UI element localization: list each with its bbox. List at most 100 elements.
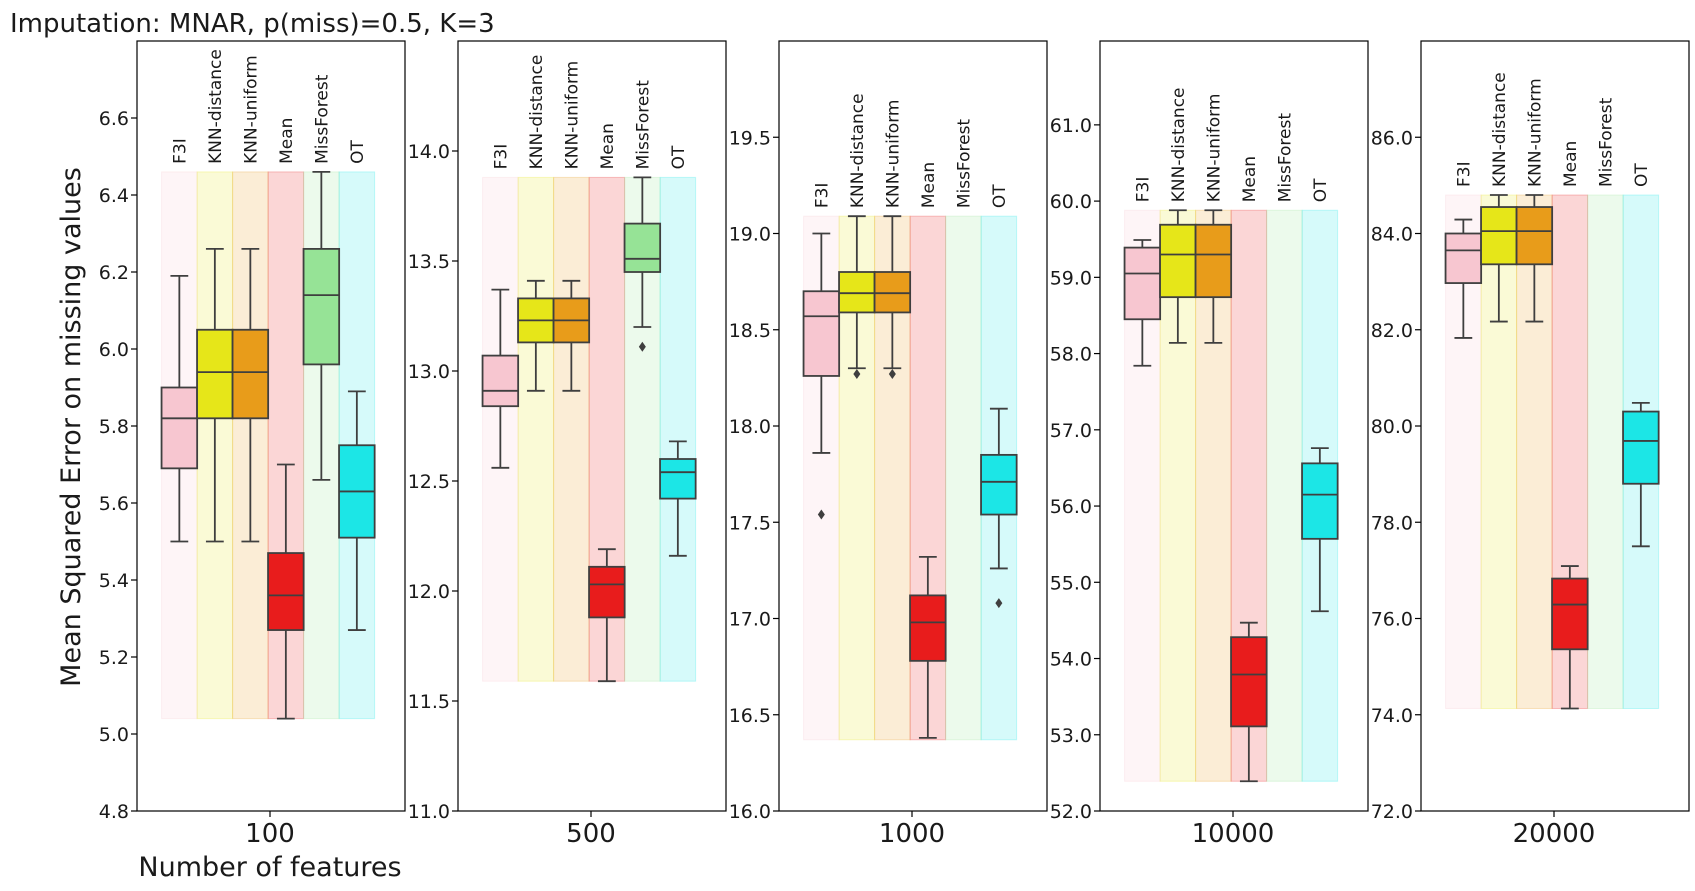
method-label-missforest: MissForest	[954, 119, 974, 209]
method-label-ot: OT	[669, 145, 689, 169]
method-label-knn-distance: KNN-distance	[1169, 87, 1189, 202]
y-tick-label: 6.0	[99, 339, 129, 361]
y-tick-label: 19.5	[729, 127, 771, 149]
box-f3i	[802, 232, 841, 520]
box-f3i	[160, 274, 199, 543]
y-tick-label: 13.0	[408, 361, 450, 383]
box-knn-distance	[1480, 194, 1518, 323]
method-label-f3i: F3I	[491, 144, 511, 170]
y-tick-label: 84.0	[1371, 224, 1413, 246]
box-body	[659, 458, 697, 500]
method-label-knn-uniform: KNN-uniform	[241, 55, 261, 164]
y-tick-label: 19.0	[729, 224, 771, 246]
outlier-point	[638, 341, 646, 352]
box-ot	[980, 407, 1018, 609]
box-body	[1230, 636, 1268, 728]
box-mean	[1551, 565, 1589, 710]
outlier-point	[995, 598, 1003, 609]
box-mean	[588, 548, 626, 683]
box-ot	[1301, 447, 1339, 613]
box-body	[1622, 410, 1660, 485]
band-missforest	[945, 215, 982, 741]
box-f3i	[1123, 239, 1162, 367]
method-label-missforest: MissForest	[312, 74, 332, 164]
box-f3i	[481, 288, 520, 469]
method-label-knn-uniform: KNN-uniform	[883, 100, 903, 209]
box-knn-uniform	[552, 279, 591, 392]
x-axis-label: Number of features	[138, 852, 401, 883]
method-label-mean: Mean	[919, 162, 939, 208]
y-tick-label: 82.0	[1371, 320, 1413, 342]
panel-20000: F3I KNN-distance KNN-uniform Mean MissForest…	[1371, 40, 1690, 849]
panel-frame	[457, 40, 727, 812]
method-label-missforest: MissForest	[1596, 97, 1616, 187]
y-tick-label: 17.0	[729, 609, 771, 631]
x-tick-label: 100	[245, 819, 295, 849]
panel-1000: F3I KNN-distance KNN-uniform Mean MissForest…	[729, 40, 1048, 849]
method-label-knn-distance: KNN-distance	[527, 55, 547, 170]
box-knn-distance	[1159, 209, 1197, 344]
box-mean	[1230, 621, 1268, 783]
box-body	[838, 271, 876, 314]
method-label-f3i: F3I	[1133, 177, 1153, 203]
box-body	[1301, 462, 1339, 540]
band-knn-uniform	[553, 176, 590, 682]
method-label-knn-uniform: KNN-uniform	[1204, 94, 1224, 203]
y-tick-label: 61.0	[1050, 115, 1092, 137]
band-missforest	[1266, 209, 1303, 782]
y-tick-label: 18.0	[729, 416, 771, 438]
box-body	[588, 565, 626, 619]
box-body	[1444, 232, 1483, 284]
box-knn-distance	[196, 247, 234, 543]
y-tick-label: 80.0	[1371, 416, 1413, 438]
box-body	[196, 328, 234, 420]
y-tick-label: 53.0	[1050, 725, 1092, 747]
x-tick-label: 10000	[1192, 819, 1275, 849]
box-body	[481, 354, 520, 408]
box-ot	[338, 390, 376, 631]
band-missforest	[1587, 194, 1624, 709]
y-tick-label: 5.8	[99, 416, 129, 438]
box-body	[231, 328, 270, 420]
method-label-f3i: F3I	[170, 138, 190, 164]
method-label-f3i: F3I	[1454, 161, 1474, 187]
y-tick-label: 6.6	[99, 108, 129, 130]
y-tick-label: 11.5	[408, 691, 450, 713]
method-label-f3i: F3I	[812, 183, 832, 209]
y-tick-label: 11.0	[408, 801, 450, 823]
y-tick-label: 4.8	[99, 801, 129, 823]
box-ot	[659, 440, 697, 557]
box-missforest	[623, 176, 662, 352]
box-mean	[909, 556, 947, 739]
box-knn-uniform	[1515, 194, 1554, 323]
panel-10000: F3I KNN-distance KNN-uniform Mean MissForest…	[1050, 40, 1369, 849]
y-tick-label: 57.0	[1050, 420, 1092, 442]
y-tick-label: 60.0	[1050, 191, 1092, 213]
method-label-knn-distance: KNN-distance	[848, 93, 868, 208]
band-ot	[659, 176, 697, 682]
y-tick-label: 86.0	[1371, 127, 1413, 149]
y-tick-label: 6.4	[99, 185, 129, 207]
method-label-mean: Mean	[1240, 156, 1260, 202]
figure-title: Imputation: MNAR, p(miss)=0.5, K=3	[10, 9, 495, 39]
box-body	[267, 552, 305, 631]
box-body	[623, 222, 662, 273]
box-body	[980, 453, 1018, 516]
y-tick-label: 5.2	[99, 647, 129, 669]
y-tick-label: 14.0	[408, 141, 450, 163]
y-tick-label: 5.6	[99, 493, 129, 515]
box-body	[1159, 223, 1197, 299]
x-tick-label: 500	[566, 819, 616, 849]
method-label-mean: Mean	[277, 118, 297, 164]
panel-500: F3I KNN-distance KNN-uniform Mean MissForest…	[408, 40, 727, 849]
y-tick-label: 5.4	[99, 570, 129, 592]
box-body	[909, 594, 947, 662]
box-body	[1123, 246, 1162, 321]
y-tick-label: 78.0	[1371, 512, 1413, 534]
y-axis-label: Mean Squared Error on missing values	[56, 167, 87, 687]
panel-frame	[1099, 40, 1369, 812]
method-label-ot: OT	[1311, 178, 1331, 202]
y-tick-label: 56.0	[1050, 496, 1092, 518]
y-tick-label: 18.5	[729, 320, 771, 342]
